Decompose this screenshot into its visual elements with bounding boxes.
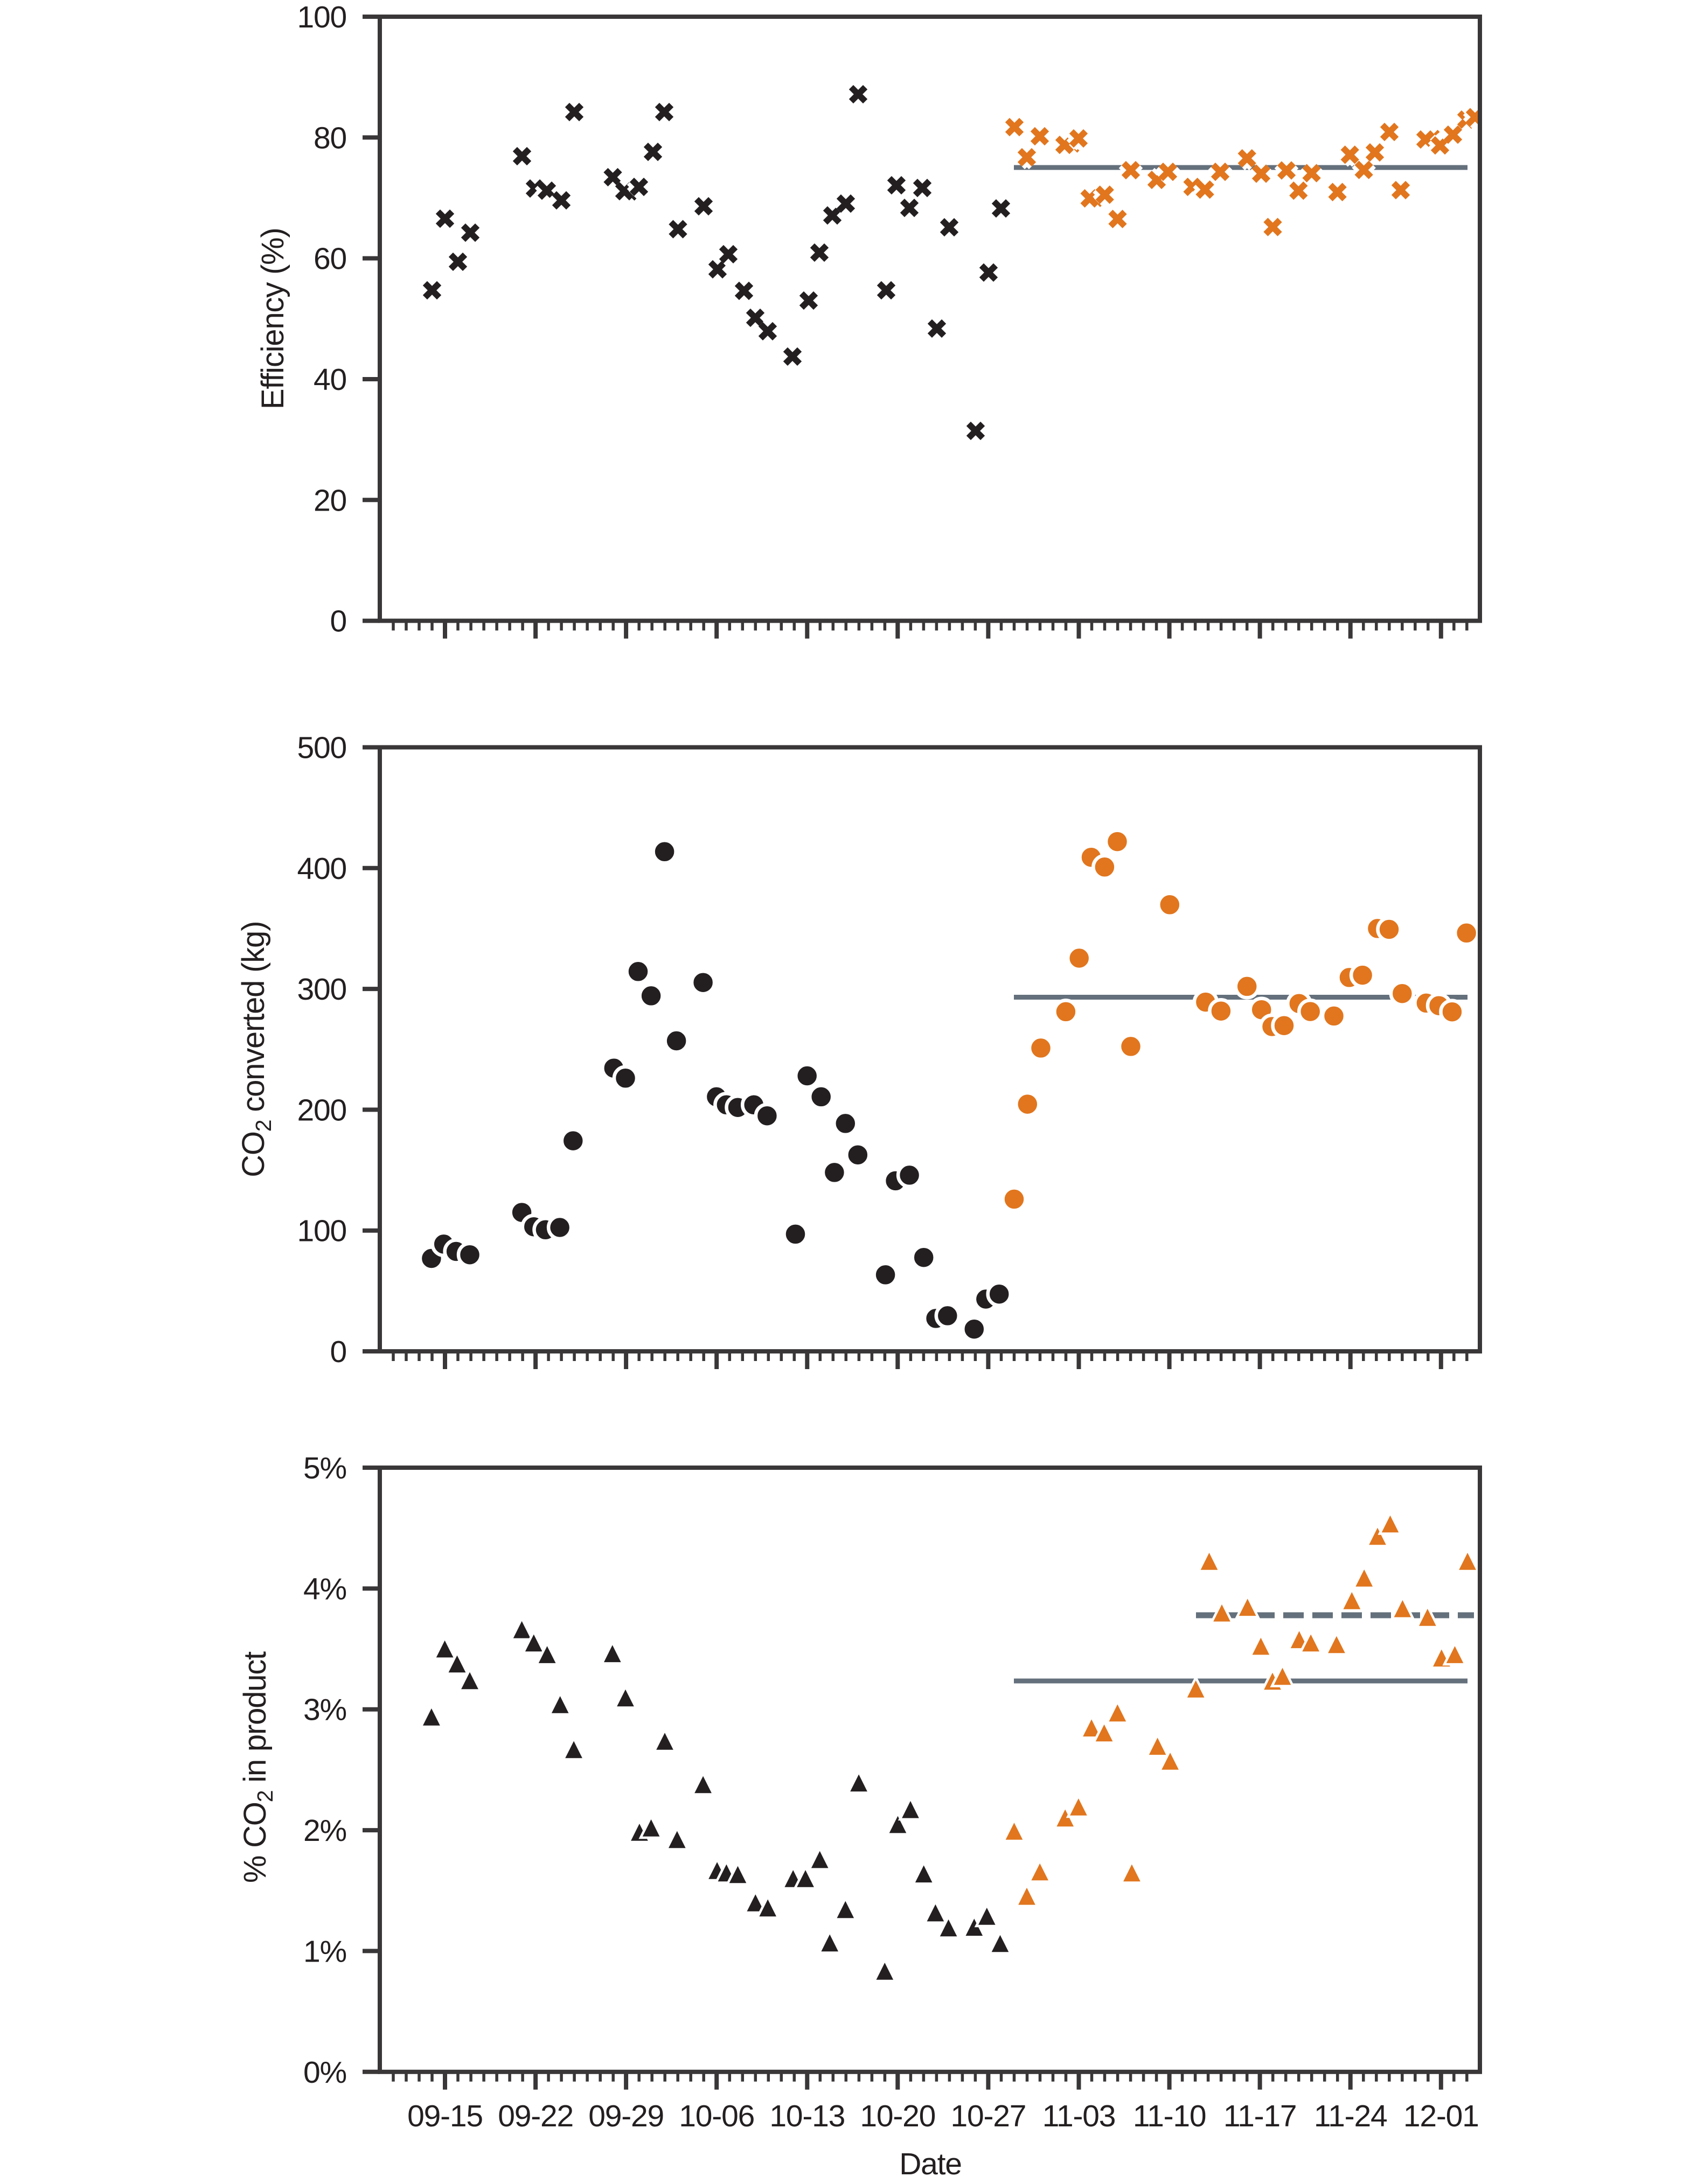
svg-text:0: 0 (330, 604, 346, 639)
svg-text:60: 60 (314, 242, 346, 276)
svg-text:0%: 0% (303, 2055, 346, 2090)
svg-text:300: 300 (297, 972, 346, 1007)
svg-text:09-22: 09-22 (498, 2099, 573, 2133)
svg-text:Efficiency (%): Efficiency (%) (255, 228, 290, 409)
svg-text:11-03: 11-03 (1042, 2099, 1116, 2133)
svg-text:09-15: 09-15 (407, 2099, 483, 2133)
svg-text:11-17: 11-17 (1223, 2099, 1297, 2133)
svg-text:2%: 2% (303, 1813, 346, 1848)
svg-text:CO2 converted (kg): CO2 converted (kg) (236, 922, 276, 1177)
svg-text:4%: 4% (303, 1572, 346, 1606)
svg-text:100: 100 (297, 0, 346, 34)
svg-text:3%: 3% (303, 1693, 346, 1727)
svg-text:200: 200 (297, 1093, 346, 1127)
svg-text:5%: 5% (303, 1451, 346, 1485)
svg-text:10-06: 10-06 (679, 2099, 754, 2133)
svg-text:0: 0 (330, 1335, 346, 1369)
svg-text:11-10: 11-10 (1133, 2099, 1206, 2133)
svg-text:Date: Date (899, 2147, 962, 2181)
svg-text:10-13: 10-13 (769, 2099, 845, 2133)
svg-text:100: 100 (297, 1214, 346, 1248)
svg-text:10-20: 10-20 (860, 2099, 935, 2133)
svg-text:500: 500 (297, 731, 346, 765)
svg-text:40: 40 (314, 362, 346, 397)
svg-text:80: 80 (314, 121, 346, 155)
svg-text:11-24: 11-24 (1314, 2099, 1387, 2133)
svg-text:12-01: 12-01 (1403, 2099, 1479, 2133)
svg-text:10-27: 10-27 (951, 2099, 1026, 2133)
svg-text:% CO2 in product: % CO2 in product (238, 1651, 277, 1883)
svg-text:400: 400 (297, 852, 346, 886)
svg-text:09-29: 09-29 (588, 2099, 664, 2133)
svg-text:20: 20 (314, 483, 346, 518)
svg-text:1%: 1% (303, 1934, 346, 1969)
